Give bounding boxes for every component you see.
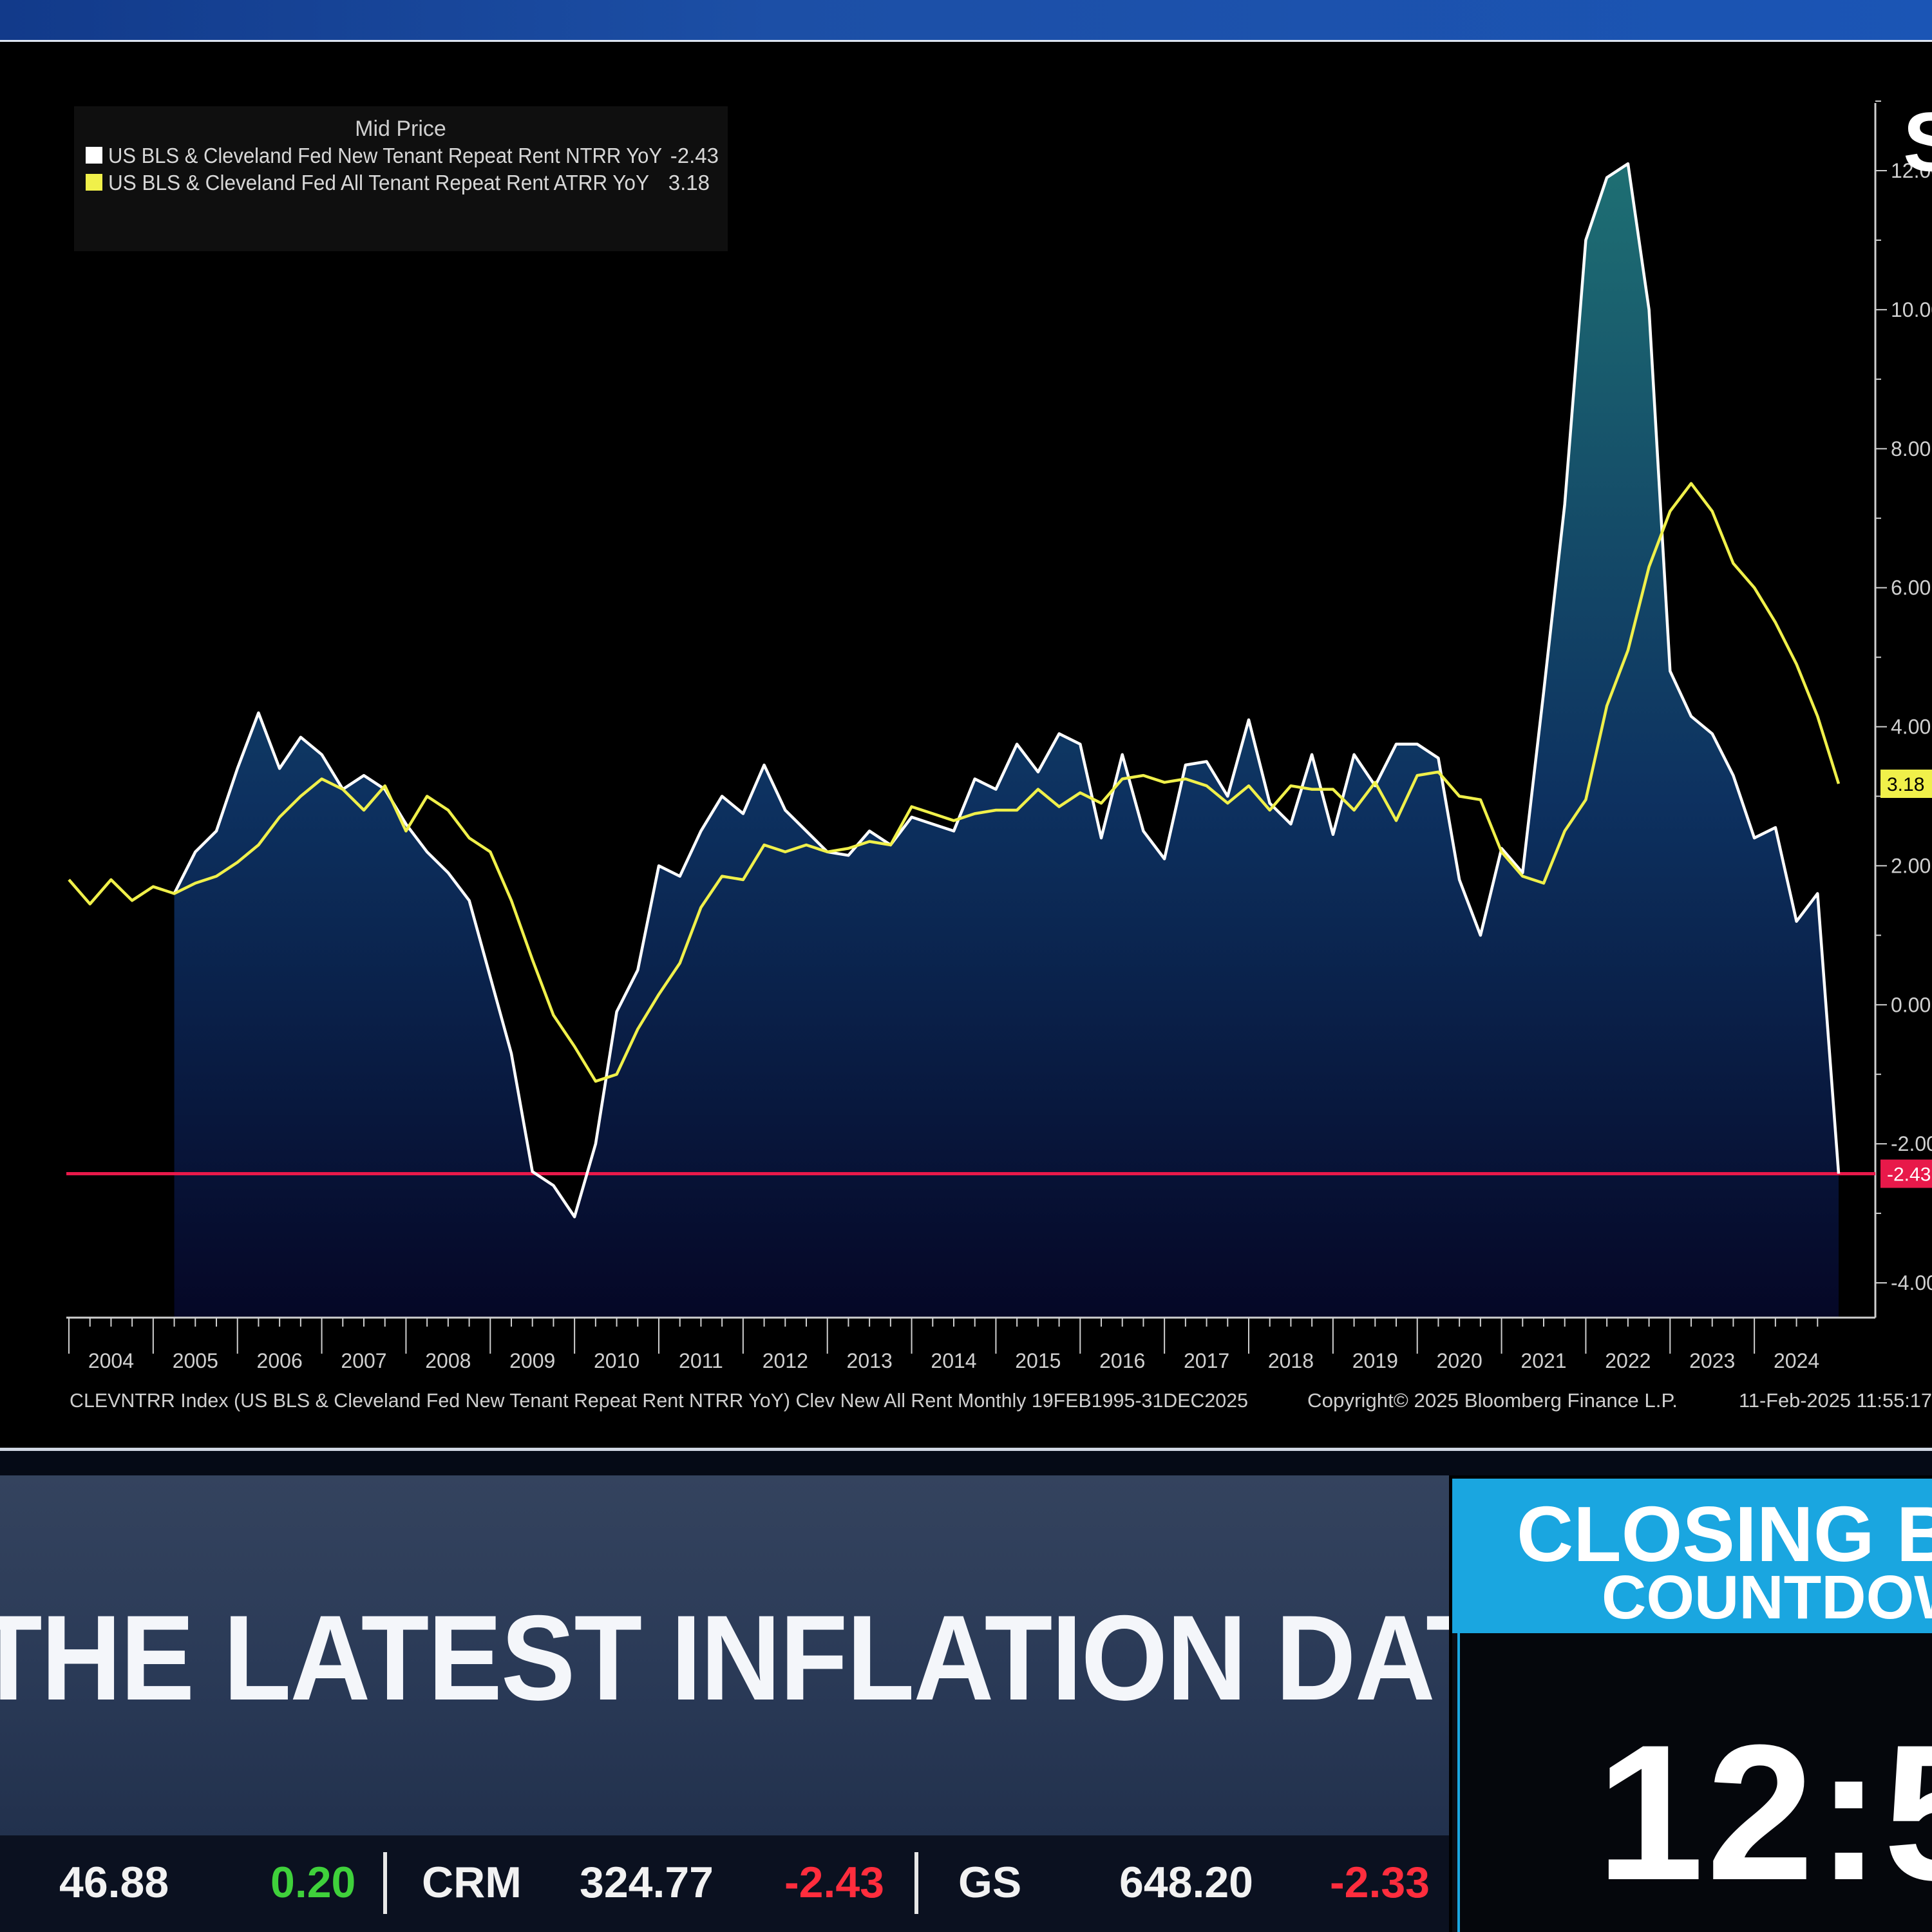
closing-countdown-panel: CLOSING B COUNTDOW 12:5 xyxy=(1452,1479,1932,1932)
x-tick-label: 2014 xyxy=(931,1349,976,1372)
x-tick-label: 2017 xyxy=(1184,1349,1229,1372)
y-tick-label: 12.00 xyxy=(1891,159,1932,182)
legend-swatch-atrr xyxy=(86,174,102,191)
y-tick-label: -4.00 xyxy=(1891,1271,1932,1294)
ticker-price: 648.20 xyxy=(1119,1858,1253,1907)
ticker-separator xyxy=(914,1852,918,1914)
x-tick-label: 2015 xyxy=(1015,1349,1061,1372)
legend-value-ntrr: -2.43 xyxy=(670,144,719,167)
stock-ticker: 46.88 0.20 CRM 324.77 -2.43 GS 648.20 -2… xyxy=(0,1835,1449,1932)
ticker-symbol: GS xyxy=(958,1858,1022,1907)
legend-value-atrr: 3.18 xyxy=(668,171,710,194)
x-tick-label: 2007 xyxy=(341,1349,386,1372)
atrr-series-line xyxy=(68,482,1841,1083)
ticker-symbol: CRM xyxy=(422,1858,522,1907)
rent-chart: 2004 2005 2006 2007 2008 2009 2010 2011 2012 2013… xyxy=(66,95,1932,1412)
x-tick-label: 2016 xyxy=(1099,1349,1145,1372)
x-tick-label: 2013 xyxy=(847,1349,893,1372)
axis-partial-label: S xyxy=(1903,95,1932,189)
x-tick-label: 2020 xyxy=(1437,1349,1482,1372)
chart-copyright: Copyright© 2025 Bloomberg Finance L.P. xyxy=(1307,1389,1678,1412)
x-tick-label: 2018 xyxy=(1268,1349,1314,1372)
x-tick-label: 2009 xyxy=(509,1349,555,1372)
legend-label-ntrr: US BLS & Cleveland Fed New Tenant Repeat… xyxy=(108,144,662,167)
countdown-subtitle: COUNTDOW xyxy=(1602,1563,1932,1632)
x-tick-label: 2011 xyxy=(679,1349,723,1372)
legend-label-atrr: US BLS & Cleveland Fed All Tenant Repeat… xyxy=(108,171,649,194)
ntrr-area-fill xyxy=(174,164,1839,1318)
ticker-separator xyxy=(383,1852,387,1914)
legend-swatch-ntrr xyxy=(86,147,102,164)
countdown-body xyxy=(1457,1633,1932,1932)
headline-text: THE LATEST INFLATION DATA xyxy=(0,1590,1449,1725)
value-badge-label: 3.18 xyxy=(1887,774,1924,795)
countdown-header: CLOSING B COUNTDOW xyxy=(1452,1479,1932,1633)
countdown-time: 12:5 xyxy=(1596,1704,1932,1920)
headline-panel: THE LATEST INFLATION DATA xyxy=(0,1475,1449,1835)
y-tick-label: 4.00 xyxy=(1891,715,1931,739)
ticker-price: 46.88 xyxy=(59,1858,169,1907)
top-banner xyxy=(0,0,1932,42)
x-tick-label: 2019 xyxy=(1352,1349,1398,1372)
divider-strip xyxy=(0,1448,1932,1475)
y-tick-label: 8.00 xyxy=(1891,437,1931,460)
countdown-title: CLOSING B xyxy=(1517,1490,1932,1578)
y-tick-label: 10.00 xyxy=(1891,298,1932,321)
y-tick-label: 2.00 xyxy=(1891,854,1931,877)
ticker-change: -2.43 xyxy=(784,1858,884,1907)
y-tick-label: 6.00 xyxy=(1891,576,1931,600)
ntrr-series-line xyxy=(173,162,1841,1218)
x-tick-label: 2022 xyxy=(1605,1349,1651,1372)
y-tick-label: 0.00 xyxy=(1891,993,1931,1016)
x-tick-label: 2006 xyxy=(257,1349,303,1372)
x-tick-label: 2024 xyxy=(1774,1349,1819,1372)
x-tick-label: 2021 xyxy=(1520,1349,1566,1372)
ticker-change: 0.20 xyxy=(270,1858,356,1907)
x-tick-label: 2023 xyxy=(1689,1349,1735,1372)
ticker-price: 324.77 xyxy=(580,1858,714,1907)
legend-box xyxy=(74,106,728,251)
x-tick-label: 2005 xyxy=(173,1349,218,1372)
chart-source: CLEVNTRR Index (US BLS & Cleveland Fed N… xyxy=(70,1389,1248,1412)
x-tick-label: 2012 xyxy=(762,1349,808,1372)
chart-panel: 2004 2005 2006 2007 2008 2009 2010 2011 2012 2013… xyxy=(0,42,1932,1446)
x-tick-label: 2004 xyxy=(88,1349,134,1372)
chart-timestamp: 11-Feb-2025 11:55:17 xyxy=(1739,1389,1932,1412)
ntrr-value-badge xyxy=(1880,1159,1932,1188)
y-tick-label: -2.00 xyxy=(1891,1132,1932,1155)
ticker-change: -2.33 xyxy=(1330,1858,1430,1907)
value-badge-label: -2.43 xyxy=(1887,1164,1931,1186)
atrr-value-badge xyxy=(1880,770,1932,799)
x-tick-label: 2010 xyxy=(594,1349,639,1372)
x-tick-label: 2008 xyxy=(425,1349,471,1372)
legend-title: Mid Price xyxy=(355,117,446,141)
